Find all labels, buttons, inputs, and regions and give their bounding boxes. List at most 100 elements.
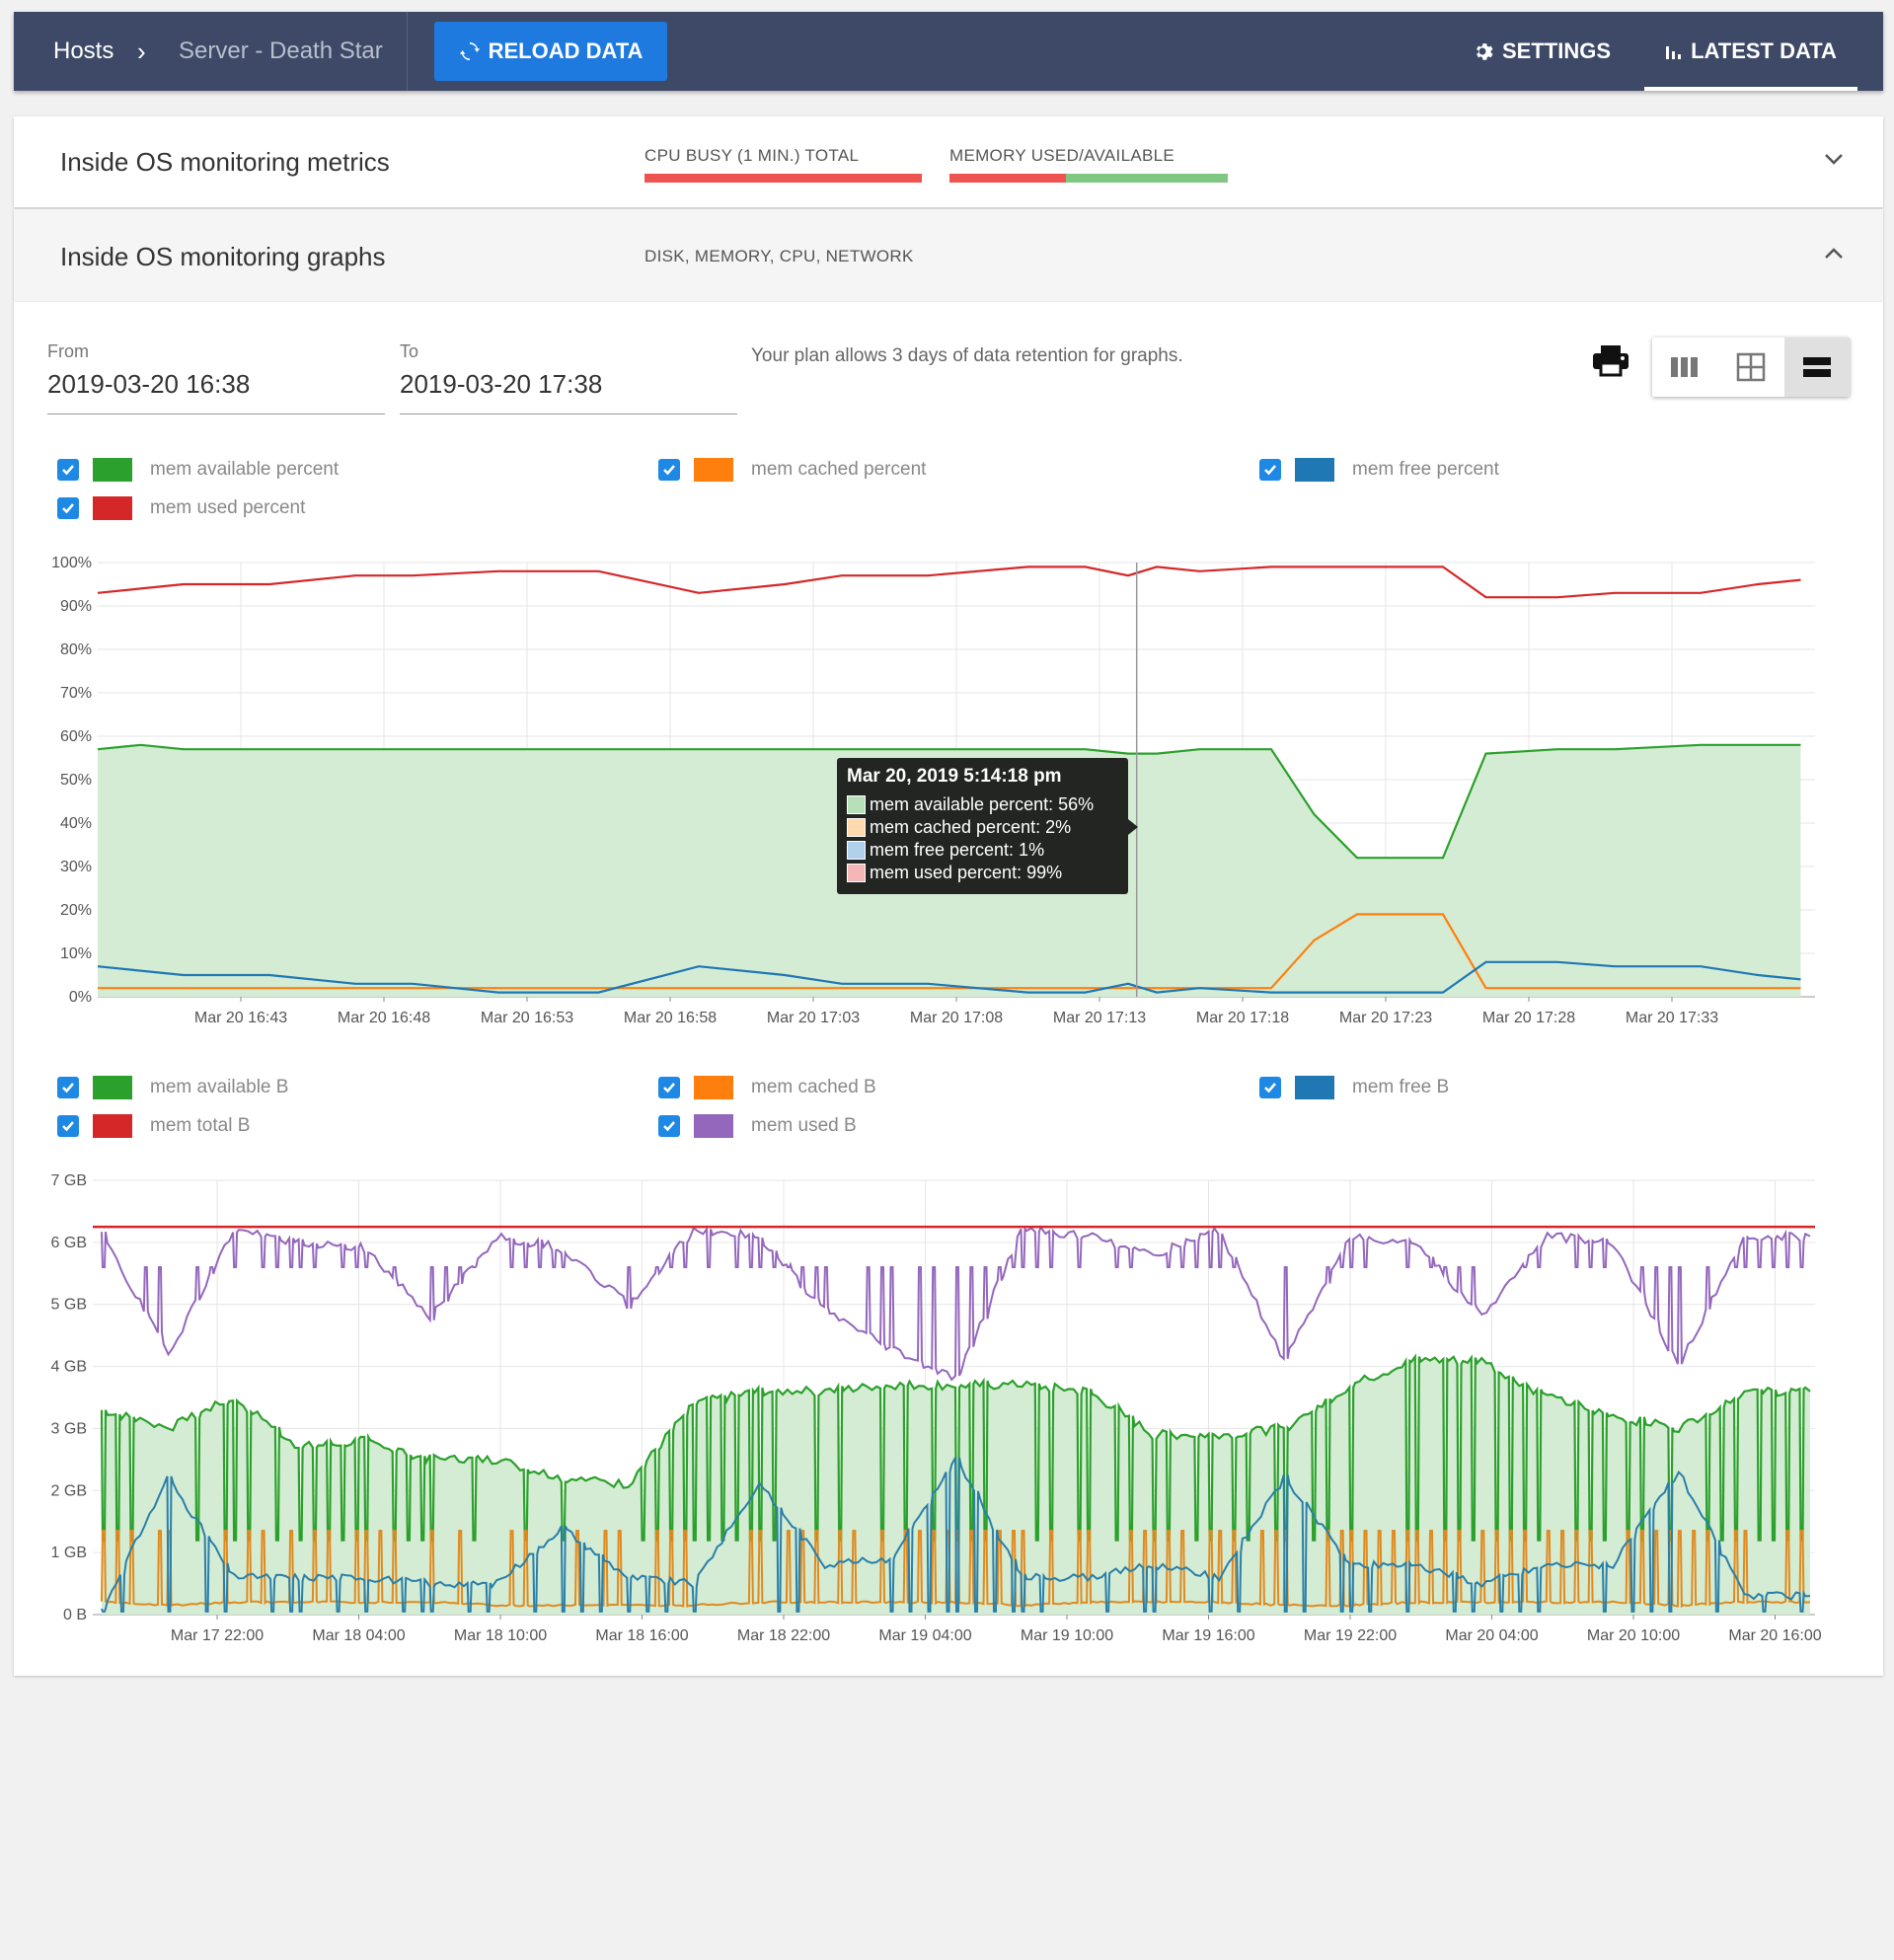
chart1-series-line <box>97 960 1801 994</box>
chart1-legend-item[interactable]: mem available percent <box>57 456 339 484</box>
legend-color-swatch <box>694 1076 733 1099</box>
chart1-xtick-label: Mar 20 17:08 <box>910 1010 1003 1026</box>
chart1-xtick-label: Mar 20 17:33 <box>1626 1010 1718 1026</box>
memory-bytes-chart[interactable]: 0 B 1 GB 2 GB 3 GB 4 GB 5 GB 6 GB 7 GB Mar 17 22… <box>14 1161 1883 1960</box>
columns-view-button[interactable] <box>1652 338 1717 397</box>
chart1-xtick-label: Mar 20 16:43 <box>194 1010 287 1026</box>
legend-color-swatch <box>1295 1076 1334 1099</box>
chart2-xtick-label: Mar 17 22:00 <box>171 1627 264 1644</box>
graphs-content: From 2019-03-20 16:38 To 2019-03-20 17:3… <box>14 302 1883 1676</box>
chart2-legend-item[interactable]: mem free B <box>1259 1074 1449 1101</box>
latest-data-tab[interactable]: LATEST DATA <box>1644 12 1857 91</box>
graphs-panel-title: Inside OS monitoring graphs <box>60 242 386 271</box>
legend-label: mem used percent <box>150 497 306 518</box>
checkbox-checked-icon[interactable] <box>1259 1077 1281 1098</box>
tooltip-title: Mar 20, 2019 5:14:18 pm <box>847 766 1062 787</box>
grid-view-button[interactable] <box>1718 338 1783 397</box>
reload-data-button[interactable]: RELOAD DATA <box>434 22 667 81</box>
chart1-ytick-label: 60% <box>60 728 92 745</box>
chart1-legend-item[interactable]: mem cached percent <box>658 456 926 484</box>
chevron-down-icon[interactable] <box>1824 146 1844 172</box>
chart2-ytick-label: 0 B <box>63 1607 87 1623</box>
checkbox-checked-icon[interactable] <box>57 459 79 481</box>
checkbox-checked-icon[interactable] <box>1259 459 1281 481</box>
chart1-series-line <box>97 743 1801 860</box>
chart2-legend-item[interactable]: mem cached B <box>658 1074 876 1101</box>
top-navigation-bar: Hosts › Server - Death Star RELOAD DATA … <box>14 12 1883 91</box>
legend-color-swatch <box>93 1076 132 1099</box>
bar-chart-icon <box>1666 46 1682 59</box>
to-date-input[interactable]: 2019-03-20 17:38 <box>400 369 603 399</box>
chart1-legend-item[interactable]: mem used percent <box>57 494 305 522</box>
graphs-panel-header[interactable]: Inside OS monitoring graphs DISK, MEMORY… <box>14 209 1883 302</box>
legend-label: mem available percent <box>150 459 340 480</box>
chart1-ytick-label: 70% <box>60 685 92 702</box>
chart2-legend-item[interactable]: mem used B <box>658 1112 857 1140</box>
chart2-xtick-label: Mar 20 04:00 <box>1445 1627 1538 1644</box>
rows-view-button[interactable] <box>1784 338 1850 397</box>
chart2-free-line <box>101 1457 1811 1613</box>
chart2-xtick-label: Mar 18 04:00 <box>312 1627 405 1644</box>
breadcrumb-hosts[interactable]: Hosts <box>53 38 114 64</box>
chart1-ytick-label: 10% <box>60 945 92 962</box>
chart1-legend-item[interactable]: mem free percent <box>1259 456 1499 484</box>
metrics-panel-header[interactable]: Inside OS monitoring metrics CPU BUSY (1… <box>14 116 1883 207</box>
chart1-ytick-label: 80% <box>60 641 92 658</box>
legend-label: mem total B <box>150 1115 251 1136</box>
chart1-xtick-label: Mar 20 16:53 <box>481 1010 573 1026</box>
layout-toggle-group <box>1652 338 1850 397</box>
chart1-ytick-label: 0% <box>69 989 92 1006</box>
legend-label: mem cached B <box>751 1077 876 1097</box>
tooltip-swatch <box>847 795 866 814</box>
chevron-up-icon[interactable] <box>1824 241 1844 266</box>
chart2-ytick-label: 6 GB <box>51 1235 87 1251</box>
tooltip-row-text: mem cached percent: 2% <box>870 817 1072 837</box>
memory-used-label: MEMORY USED/AVAILABLE <box>949 146 1175 165</box>
chart2-xtick-label: Mar 19 16:00 <box>1162 1627 1254 1644</box>
chart2-legend-item[interactable]: mem available B <box>57 1074 288 1101</box>
chart2-ytick-label: 4 GB <box>51 1359 87 1376</box>
tooltip-swatch <box>847 841 866 860</box>
checkbox-checked-icon[interactable] <box>57 1115 79 1137</box>
chart2-ytick-label: 7 GB <box>51 1172 87 1189</box>
legend-color-swatch <box>694 458 733 482</box>
checkbox-checked-icon[interactable] <box>658 459 680 481</box>
legend-label: mem free B <box>1352 1077 1450 1097</box>
legend-label: mem cached percent <box>751 459 927 480</box>
chart2-available-line <box>100 1353 1811 1542</box>
chart1-xtick-label: Mar 20 17:23 <box>1339 1010 1432 1026</box>
chart1-xtick-label: Mar 20 17:28 <box>1482 1010 1575 1026</box>
tooltip-row: mem used percent: 99% <box>847 863 1062 883</box>
chart2-xtick-label: Mar 18 10:00 <box>454 1627 547 1644</box>
columns-icon <box>1671 357 1698 377</box>
chart1-ytick-label: 40% <box>60 815 92 832</box>
to-label: To <box>400 341 419 361</box>
chart1-xtick-label: Mar 20 16:48 <box>338 1010 430 1026</box>
print-icon[interactable] <box>1591 343 1630 379</box>
chart1-xtick-label: Mar 20 17:18 <box>1196 1010 1289 1026</box>
chart2-xtick-label: Mar 20 16:00 <box>1728 1627 1821 1644</box>
refresh-icon <box>459 41 480 61</box>
chart2-xtick-label: Mar 20 10:00 <box>1587 1627 1680 1644</box>
checkbox-checked-icon[interactable] <box>57 1077 79 1098</box>
breadcrumb-server: Server - Death Star <box>179 38 383 64</box>
settings-button[interactable]: SETTINGS <box>1471 12 1611 91</box>
checkbox-checked-icon[interactable] <box>658 1077 680 1098</box>
checkbox-checked-icon[interactable] <box>57 497 79 519</box>
from-label: From <box>47 341 89 361</box>
chart2-legend-item[interactable]: mem total B <box>57 1112 250 1140</box>
chart2-used-line <box>101 1225 1811 1382</box>
gear-icon <box>1477 43 1493 60</box>
checkbox-checked-icon[interactable] <box>658 1115 680 1137</box>
legend-label: mem available B <box>150 1077 289 1097</box>
cpu-busy-bar <box>644 174 922 183</box>
to-input-underline <box>400 414 737 415</box>
tooltip-row: mem available percent: 56% <box>847 794 1094 815</box>
memory-used-bar <box>949 174 1066 183</box>
legend-label: mem used B <box>751 1115 857 1136</box>
chart1-series-line <box>97 565 1801 599</box>
breadcrumb-chevron-icon: › <box>137 37 146 66</box>
from-date-input[interactable]: 2019-03-20 16:38 <box>47 369 251 399</box>
chart1-ytick-label: 20% <box>60 902 92 919</box>
tooltip-row: mem free percent: 1% <box>847 840 1044 861</box>
